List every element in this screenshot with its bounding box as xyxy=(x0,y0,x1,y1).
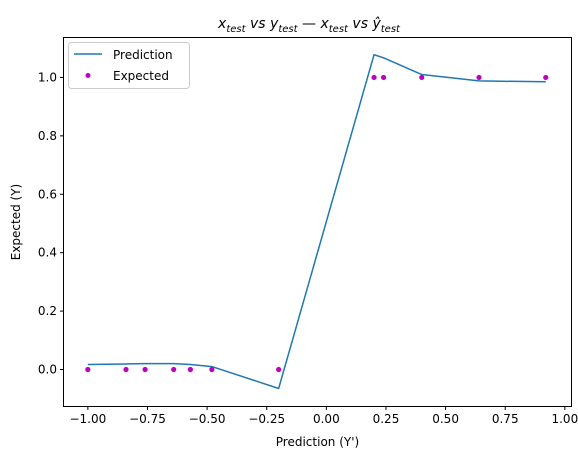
expected-point xyxy=(123,366,129,373)
x-tick-label: 0.00 xyxy=(313,412,340,426)
expected-point xyxy=(85,366,91,373)
x-tick-label: 0.50 xyxy=(432,412,459,426)
y-tick-label: 0.2 xyxy=(38,304,57,318)
plot-area xyxy=(85,53,549,390)
y-tick-label: 0.8 xyxy=(38,129,57,143)
expected-point xyxy=(142,366,148,373)
expected-point xyxy=(380,74,387,81)
y-tick-label: 1.0 xyxy=(38,70,57,84)
expected-point xyxy=(371,74,377,81)
prediction-series-line xyxy=(87,53,546,390)
expected-point xyxy=(171,366,177,373)
y-tick-label: 0.6 xyxy=(38,187,57,201)
x-tick-label: 0.25 xyxy=(373,412,400,426)
x-axis-label: Prediction (Y') xyxy=(276,435,359,449)
expected-point xyxy=(476,74,482,81)
legend-prediction-label: Prediction xyxy=(113,48,173,62)
x-tick-label: 0.75 xyxy=(492,412,519,426)
y-tick-label: 0.4 xyxy=(38,246,57,260)
chart-title: xtest vs ytest — xtest vs ŷtest xyxy=(217,16,401,35)
x-tick-label: −1.00 xyxy=(69,412,106,426)
expected-point xyxy=(543,74,549,81)
legend: Prediction Expected xyxy=(68,42,190,89)
x-tick-label: −0.50 xyxy=(189,412,226,426)
legend-expected-swatch xyxy=(85,73,91,78)
y-axis: 0.0 0.2 0.4 0.6 0.8 1.0 xyxy=(38,70,64,376)
legend-expected-label: Expected xyxy=(113,69,169,83)
x-tick-label: −0.25 xyxy=(248,412,285,426)
expected-point xyxy=(209,366,215,373)
y-axis-label: Expected (Y) xyxy=(9,184,23,261)
expected-point xyxy=(187,366,194,373)
axes-frame xyxy=(63,37,572,407)
x-axis: −1.00 −0.75 −0.50 −0.25 0.00 0.25 0.50 0.75 1.00 xyxy=(69,406,578,426)
x-tick-label: −0.75 xyxy=(129,412,166,426)
expected-point xyxy=(419,74,425,81)
y-tick-label: 0.0 xyxy=(38,362,57,376)
expected-point xyxy=(276,366,282,373)
x-tick-label: 1.00 xyxy=(551,412,578,426)
